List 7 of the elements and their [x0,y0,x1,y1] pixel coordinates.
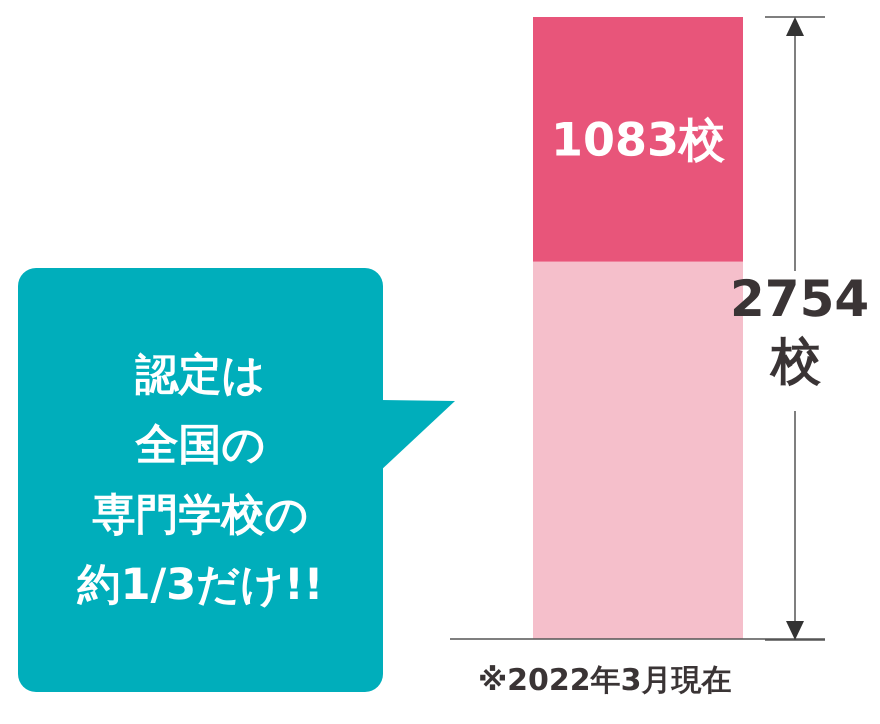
text: 認定は [136,349,266,402]
text: 専門学校の [92,489,308,542]
text: ※2022年3月現在 [478,662,732,700]
total-label: 2754校 [730,269,870,392]
data-label: 1083校 [550,112,726,166]
text: 全国の [136,419,266,472]
text: 約1/3だけ!! [78,559,324,612]
